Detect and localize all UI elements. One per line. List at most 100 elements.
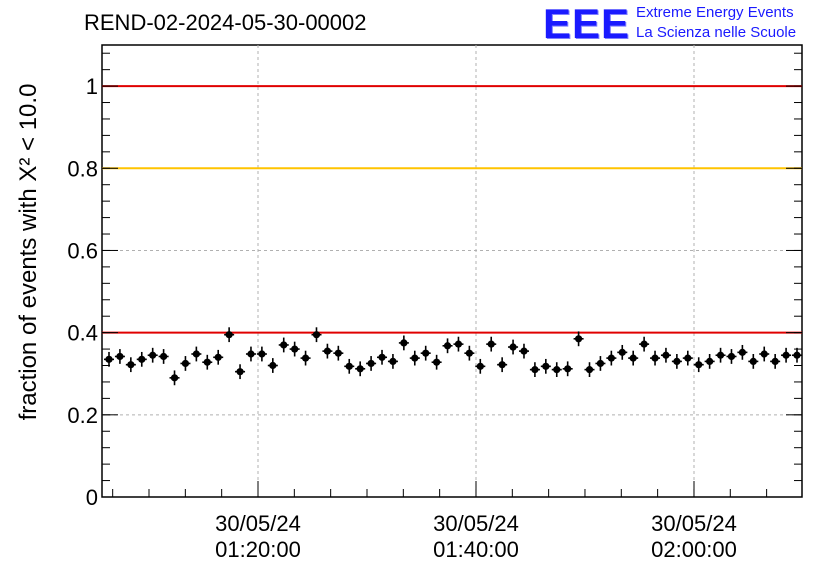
data-point — [464, 345, 475, 361]
data-point — [344, 358, 355, 374]
data-point — [213, 349, 224, 365]
y-tick-label: 1 — [86, 74, 98, 99]
point-marker — [236, 368, 244, 376]
point-marker — [498, 361, 506, 369]
y-tick-label: 0.6 — [67, 238, 98, 263]
data-point — [245, 346, 256, 362]
point-marker — [629, 354, 637, 362]
data-point — [169, 370, 180, 386]
x-tick-label-date: 30/05/24 — [215, 511, 301, 536]
data-point — [235, 364, 246, 380]
data-point — [114, 349, 125, 364]
data-point — [617, 344, 628, 360]
point-marker — [738, 348, 746, 356]
point-marker — [149, 351, 157, 359]
point-marker — [422, 349, 430, 357]
point-marker — [793, 351, 801, 359]
point-marker — [291, 345, 299, 353]
grid — [102, 45, 802, 497]
point-marker — [695, 361, 703, 369]
point-marker — [258, 350, 266, 358]
data-point — [606, 350, 617, 366]
y-tick-label: 0.4 — [67, 321, 98, 346]
y-axis-label: fraction of events with X² < 10.0 — [15, 84, 42, 421]
point-marker — [181, 359, 190, 368]
point-marker — [574, 335, 583, 343]
data-point — [366, 356, 377, 371]
point-marker — [378, 353, 386, 361]
point-marker — [673, 357, 681, 365]
point-marker — [389, 357, 397, 365]
point-marker — [116, 352, 124, 361]
point-marker — [542, 362, 550, 370]
point-marker — [760, 350, 768, 358]
point-marker — [531, 366, 539, 374]
data-point — [704, 354, 715, 369]
data-point — [584, 362, 595, 378]
x-tick-label-time: 01:40:00 — [433, 537, 519, 562]
point-marker — [662, 351, 670, 359]
data-point — [595, 356, 606, 371]
logo-subtitle-2: La Scienza nelle Scuole — [636, 24, 797, 41]
data-point — [387, 354, 398, 369]
point-marker — [520, 347, 528, 355]
data-point — [267, 358, 278, 373]
point-marker — [301, 354, 310, 362]
point-marker — [345, 362, 353, 370]
point-marker — [564, 365, 572, 373]
data-point — [158, 349, 169, 364]
point-marker — [170, 374, 179, 382]
data-point — [737, 344, 748, 360]
data-points — [104, 327, 802, 386]
point-marker — [585, 366, 594, 374]
point-marker — [706, 357, 714, 365]
data-point — [770, 354, 781, 369]
point-marker — [487, 340, 495, 348]
data-point — [682, 350, 693, 366]
point-marker — [203, 358, 211, 366]
point-marker — [782, 351, 790, 359]
data-point — [715, 347, 726, 363]
data-point — [529, 362, 540, 378]
data-point — [409, 350, 420, 366]
point-marker — [400, 339, 408, 347]
data-point — [726, 349, 737, 364]
data-point — [475, 358, 486, 374]
point-marker — [269, 361, 277, 370]
point-marker — [684, 354, 692, 362]
point-marker — [323, 347, 332, 355]
data-point — [300, 350, 311, 366]
data-point — [256, 346, 267, 362]
data-point — [125, 357, 136, 373]
y-tick-label: 0 — [86, 485, 98, 510]
data-point — [660, 347, 671, 363]
data-point — [508, 339, 519, 355]
data-point — [748, 354, 759, 369]
y-tick-label: 0.2 — [67, 403, 98, 428]
point-marker — [640, 340, 648, 348]
data-point — [453, 336, 464, 352]
data-point — [562, 361, 573, 377]
point-marker — [280, 341, 288, 349]
data-point — [671, 354, 682, 369]
point-marker — [727, 352, 736, 361]
data-point — [628, 350, 639, 366]
data-point — [693, 357, 704, 373]
data-point — [650, 350, 661, 366]
x-tick-label-date: 30/05/24 — [651, 511, 737, 536]
logo-subtitle-1: Extreme Energy Events — [636, 4, 794, 21]
data-point — [333, 345, 344, 361]
plot-frame — [101, 44, 803, 498]
data-point — [431, 354, 442, 370]
data-point — [573, 331, 584, 347]
point-marker — [476, 362, 484, 370]
data-point — [792, 347, 802, 363]
data-point — [322, 343, 333, 359]
point-marker — [553, 366, 561, 374]
data-point — [355, 361, 366, 377]
point-marker — [105, 355, 113, 363]
point-marker — [596, 359, 605, 368]
point-marker — [771, 357, 779, 365]
point-marker — [160, 352, 168, 361]
point-marker — [334, 349, 342, 357]
